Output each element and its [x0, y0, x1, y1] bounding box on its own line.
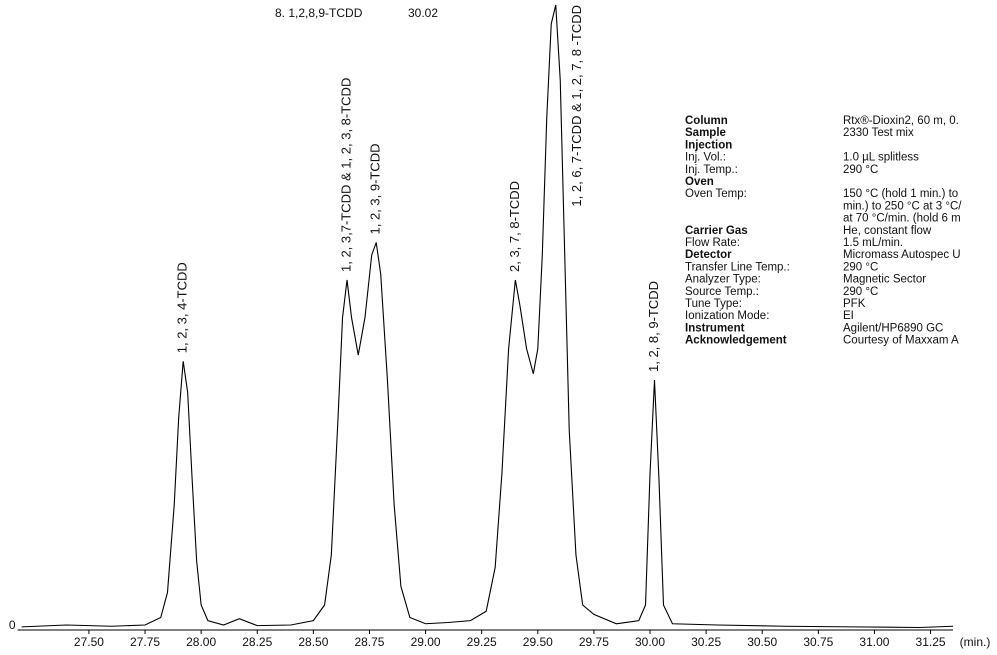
x-tick-label: 29.50 — [523, 635, 553, 649]
condition-label: Oven Temp: — [685, 188, 747, 200]
condition-value: at 70 °C/min. (hold 6 m — [843, 213, 961, 225]
peak-label: 1, 2, 3,7-TCDD & 1, 2, 3, 8-TCDD — [338, 78, 353, 272]
condition-label: Column — [685, 115, 728, 127]
condition-label: Ionization Mode: — [685, 310, 769, 322]
condition-label: Injection — [685, 139, 732, 151]
x-tick-label: 28.25 — [242, 635, 272, 649]
condition-label: Detector — [685, 249, 732, 261]
condition-label: Inj. Vol.: — [685, 152, 726, 164]
condition-label: Carrier Gas — [685, 225, 748, 237]
x-tick-label: 29.00 — [411, 635, 441, 649]
condition-value: 290 °C — [843, 164, 878, 176]
peak-label: 1, 2, 8, 9-TCDD — [646, 281, 661, 372]
x-tick-label: 28.75 — [354, 635, 384, 649]
condition-label: Flow Rate: — [685, 237, 740, 249]
peak-label: 1, 2, 3, 9-TCDD — [368, 143, 383, 234]
condition-value: Courtesy of Maxxam A — [843, 335, 959, 347]
condition-label: Tune Type: — [685, 298, 742, 310]
peak-label: 1, 2, 6, 7-TCDD & 1, 2, 7, 8 -TCDD — [569, 5, 584, 207]
condition-value: EI — [843, 310, 854, 322]
condition-value: 2330 Test mix — [843, 127, 914, 139]
condition-value: Magnetic Sector — [843, 274, 926, 286]
condition-value: Rtx®-Dioxin2, 60 m, 0. — [843, 115, 959, 127]
x-tick-label: 31.25 — [916, 635, 946, 649]
x-tick-label: 30.25 — [691, 635, 721, 649]
condition-value: He, constant flow — [843, 225, 932, 237]
x-tick-label: 28.50 — [298, 635, 328, 649]
peak-table-compound: 8. 1,2,8,9-TCDD — [275, 6, 363, 20]
condition-label: Acknowledgement — [685, 335, 787, 347]
condition-label: Inj. Temp.: — [685, 164, 738, 176]
condition-value: 150 °C (hold 1 min.) to — [843, 188, 958, 200]
condition-label: Analyzer Type: — [685, 274, 761, 286]
condition-value: min.) to 250 °C at 3 °C/ — [843, 200, 962, 212]
condition-value: Agilent/HP6890 GC — [843, 322, 943, 334]
x-tick-label: 27.50 — [74, 635, 104, 649]
condition-label: Oven — [685, 176, 714, 188]
condition-label: Source Temp.: — [685, 286, 759, 298]
x-tick-label: 30.75 — [803, 635, 833, 649]
x-tick-label: 29.25 — [467, 635, 497, 649]
condition-label: Sample — [685, 127, 726, 139]
condition-value: 290 °C — [843, 286, 878, 298]
condition-label: Transfer Line Temp.: — [685, 261, 790, 273]
y-tick-label: 0 — [9, 618, 16, 632]
x-tick-label: 30.00 — [635, 635, 665, 649]
x-tick-label: 31.00 — [859, 635, 889, 649]
x-tick-label: 27.75 — [130, 635, 160, 649]
condition-label: Instrument — [685, 322, 745, 334]
x-tick-label: 28.00 — [186, 635, 216, 649]
x-unit-label: (min.) — [960, 635, 991, 649]
x-tick-label: 29.75 — [579, 635, 609, 649]
condition-value: Micromass Autospec U — [843, 249, 961, 261]
condition-value: 1.0 µL splitless — [843, 152, 919, 164]
trace — [21, 4, 954, 629]
peak-label: 1, 2, 3, 4-TCDD — [175, 262, 190, 353]
condition-value: 1.5 mL/min. — [843, 237, 903, 249]
condition-value: 290 °C — [843, 261, 878, 273]
peak-label: 2, 3, 7, 8-TCDD — [507, 181, 522, 272]
condition-value: PFK — [843, 298, 866, 310]
peak-table-time: 30.02 — [408, 6, 438, 20]
x-tick-label: 30.50 — [747, 635, 777, 649]
